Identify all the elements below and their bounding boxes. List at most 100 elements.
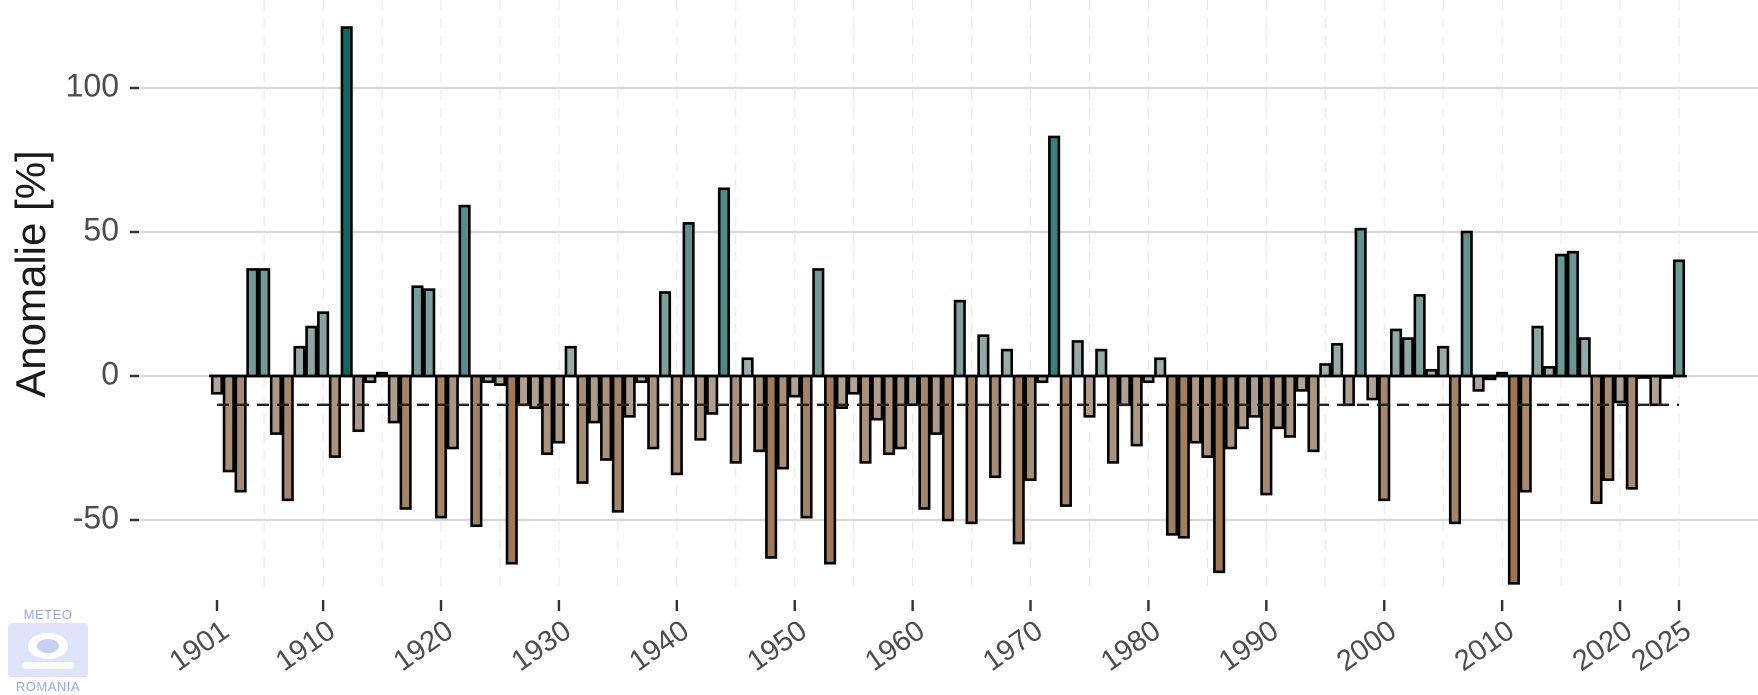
- bar-1998: [1354, 227, 1367, 378]
- bar-1961: [918, 374, 931, 510]
- bar-1966: [977, 334, 990, 378]
- bar-1947: [753, 374, 766, 453]
- bar-1982: [1165, 374, 1179, 536]
- logo-top-text: METEO: [24, 607, 73, 622]
- bar-2012: [1519, 374, 1532, 493]
- bar-1907: [281, 374, 294, 502]
- meteo-romania-logo: METEO ROMANIA: [8, 607, 88, 694]
- logo-sun-core: [37, 639, 59, 653]
- bar-1955: [847, 374, 860, 395]
- bar-2015: [1555, 253, 1568, 378]
- bar-1903: [234, 374, 247, 493]
- bar-1964: [953, 299, 966, 378]
- bar-2016: [1566, 250, 1579, 378]
- x-tick-label: 1920: [388, 615, 459, 678]
- bar-1902: [222, 374, 235, 473]
- bar-1992: [1283, 374, 1296, 438]
- logo-bottom-text: ROMANIA: [16, 679, 80, 694]
- bar-1946: [741, 357, 754, 378]
- x-tick-label: 1970: [977, 615, 1048, 678]
- x-tick-label: 2025: [1626, 615, 1697, 678]
- bar-1983: [1177, 374, 1190, 539]
- bar-1912: [340, 26, 353, 378]
- bar-1936: [623, 374, 636, 418]
- bar-1994: [1307, 374, 1320, 453]
- bar-1927: [517, 374, 530, 407]
- bar-1963: [941, 374, 955, 522]
- bar-1905: [258, 268, 271, 378]
- bar-1916: [387, 374, 400, 424]
- bar-1956: [859, 374, 872, 464]
- bar-2000: [1378, 374, 1391, 502]
- bar-1957: [871, 374, 884, 421]
- bar-1999: [1366, 374, 1379, 401]
- bar-2021: [1625, 374, 1638, 490]
- bar-1950: [788, 374, 801, 398]
- bar-1975: [1083, 374, 1096, 418]
- bar-1965: [965, 374, 978, 525]
- x-tick-label: 2020: [1567, 615, 1638, 678]
- x-tick-label: 1901: [164, 615, 235, 678]
- bar-1981: [1154, 357, 1167, 378]
- bar-1997: [1342, 374, 1355, 407]
- bar-2020: [1613, 374, 1627, 404]
- bar-2017: [1578, 337, 1591, 378]
- bar-1933: [588, 374, 601, 424]
- bar-1929: [541, 374, 554, 456]
- bar-2007: [1460, 230, 1473, 378]
- bar-1940: [670, 374, 683, 476]
- bar-1943: [706, 374, 719, 415]
- bar-1910: [317, 311, 330, 378]
- bar-1949: [776, 374, 789, 470]
- y-tick-label: 0: [101, 355, 119, 391]
- x-tick-label: 2010: [1449, 615, 1520, 678]
- bar-1944: [717, 187, 731, 378]
- x-tick-label: 1960: [859, 615, 930, 678]
- y-axis-label: Anomalie [%]: [7, 150, 54, 397]
- bar-1978: [1118, 374, 1131, 407]
- bar-2001: [1389, 328, 1403, 378]
- bar-1967: [989, 374, 1002, 479]
- x-tick-label: 1930: [506, 615, 577, 678]
- bar-1908: [293, 345, 306, 378]
- bar-2019: [1602, 374, 1615, 481]
- bar-1941: [682, 222, 695, 378]
- bar-1995: [1319, 363, 1332, 378]
- x-tick-label: 1980: [1095, 615, 1166, 678]
- bar-1919: [423, 288, 436, 378]
- x-tick-label: 1990: [1213, 615, 1284, 678]
- bar-1918: [411, 285, 424, 378]
- bar-1948: [765, 374, 778, 559]
- y-tick-label: 100: [66, 67, 119, 103]
- bar-1921: [446, 374, 459, 450]
- bar-1942: [694, 374, 707, 441]
- bar-2025: [1672, 259, 1686, 378]
- x-tick-label: 2000: [1331, 615, 1402, 678]
- bar-1991: [1272, 374, 1285, 430]
- bar-1970: [1024, 374, 1037, 481]
- bar-1977: [1107, 374, 1120, 464]
- bar-1954: [835, 374, 848, 409]
- bar-1996: [1331, 343, 1344, 378]
- bar-1923: [470, 374, 483, 528]
- bar-1985: [1201, 374, 1214, 458]
- y-tick-label: -50: [73, 499, 119, 535]
- x-tick-label: 1940: [624, 615, 695, 678]
- bar-1968: [1000, 348, 1014, 378]
- bar-1993: [1295, 374, 1308, 392]
- bar-1979: [1130, 374, 1143, 447]
- bar-1945: [729, 374, 742, 464]
- bar-1958: [882, 374, 896, 456]
- bar-2008: [1472, 374, 1485, 392]
- bar-1922: [458, 204, 471, 378]
- bar-2013: [1531, 325, 1544, 378]
- bar-1987: [1224, 374, 1238, 450]
- bars: [209, 26, 1687, 585]
- bar-1990: [1260, 374, 1273, 496]
- bar-2011: [1507, 374, 1520, 585]
- bar-1960: [906, 374, 919, 407]
- bar-1911: [328, 374, 341, 458]
- bar-1938: [647, 374, 660, 450]
- bar-2018: [1590, 374, 1603, 505]
